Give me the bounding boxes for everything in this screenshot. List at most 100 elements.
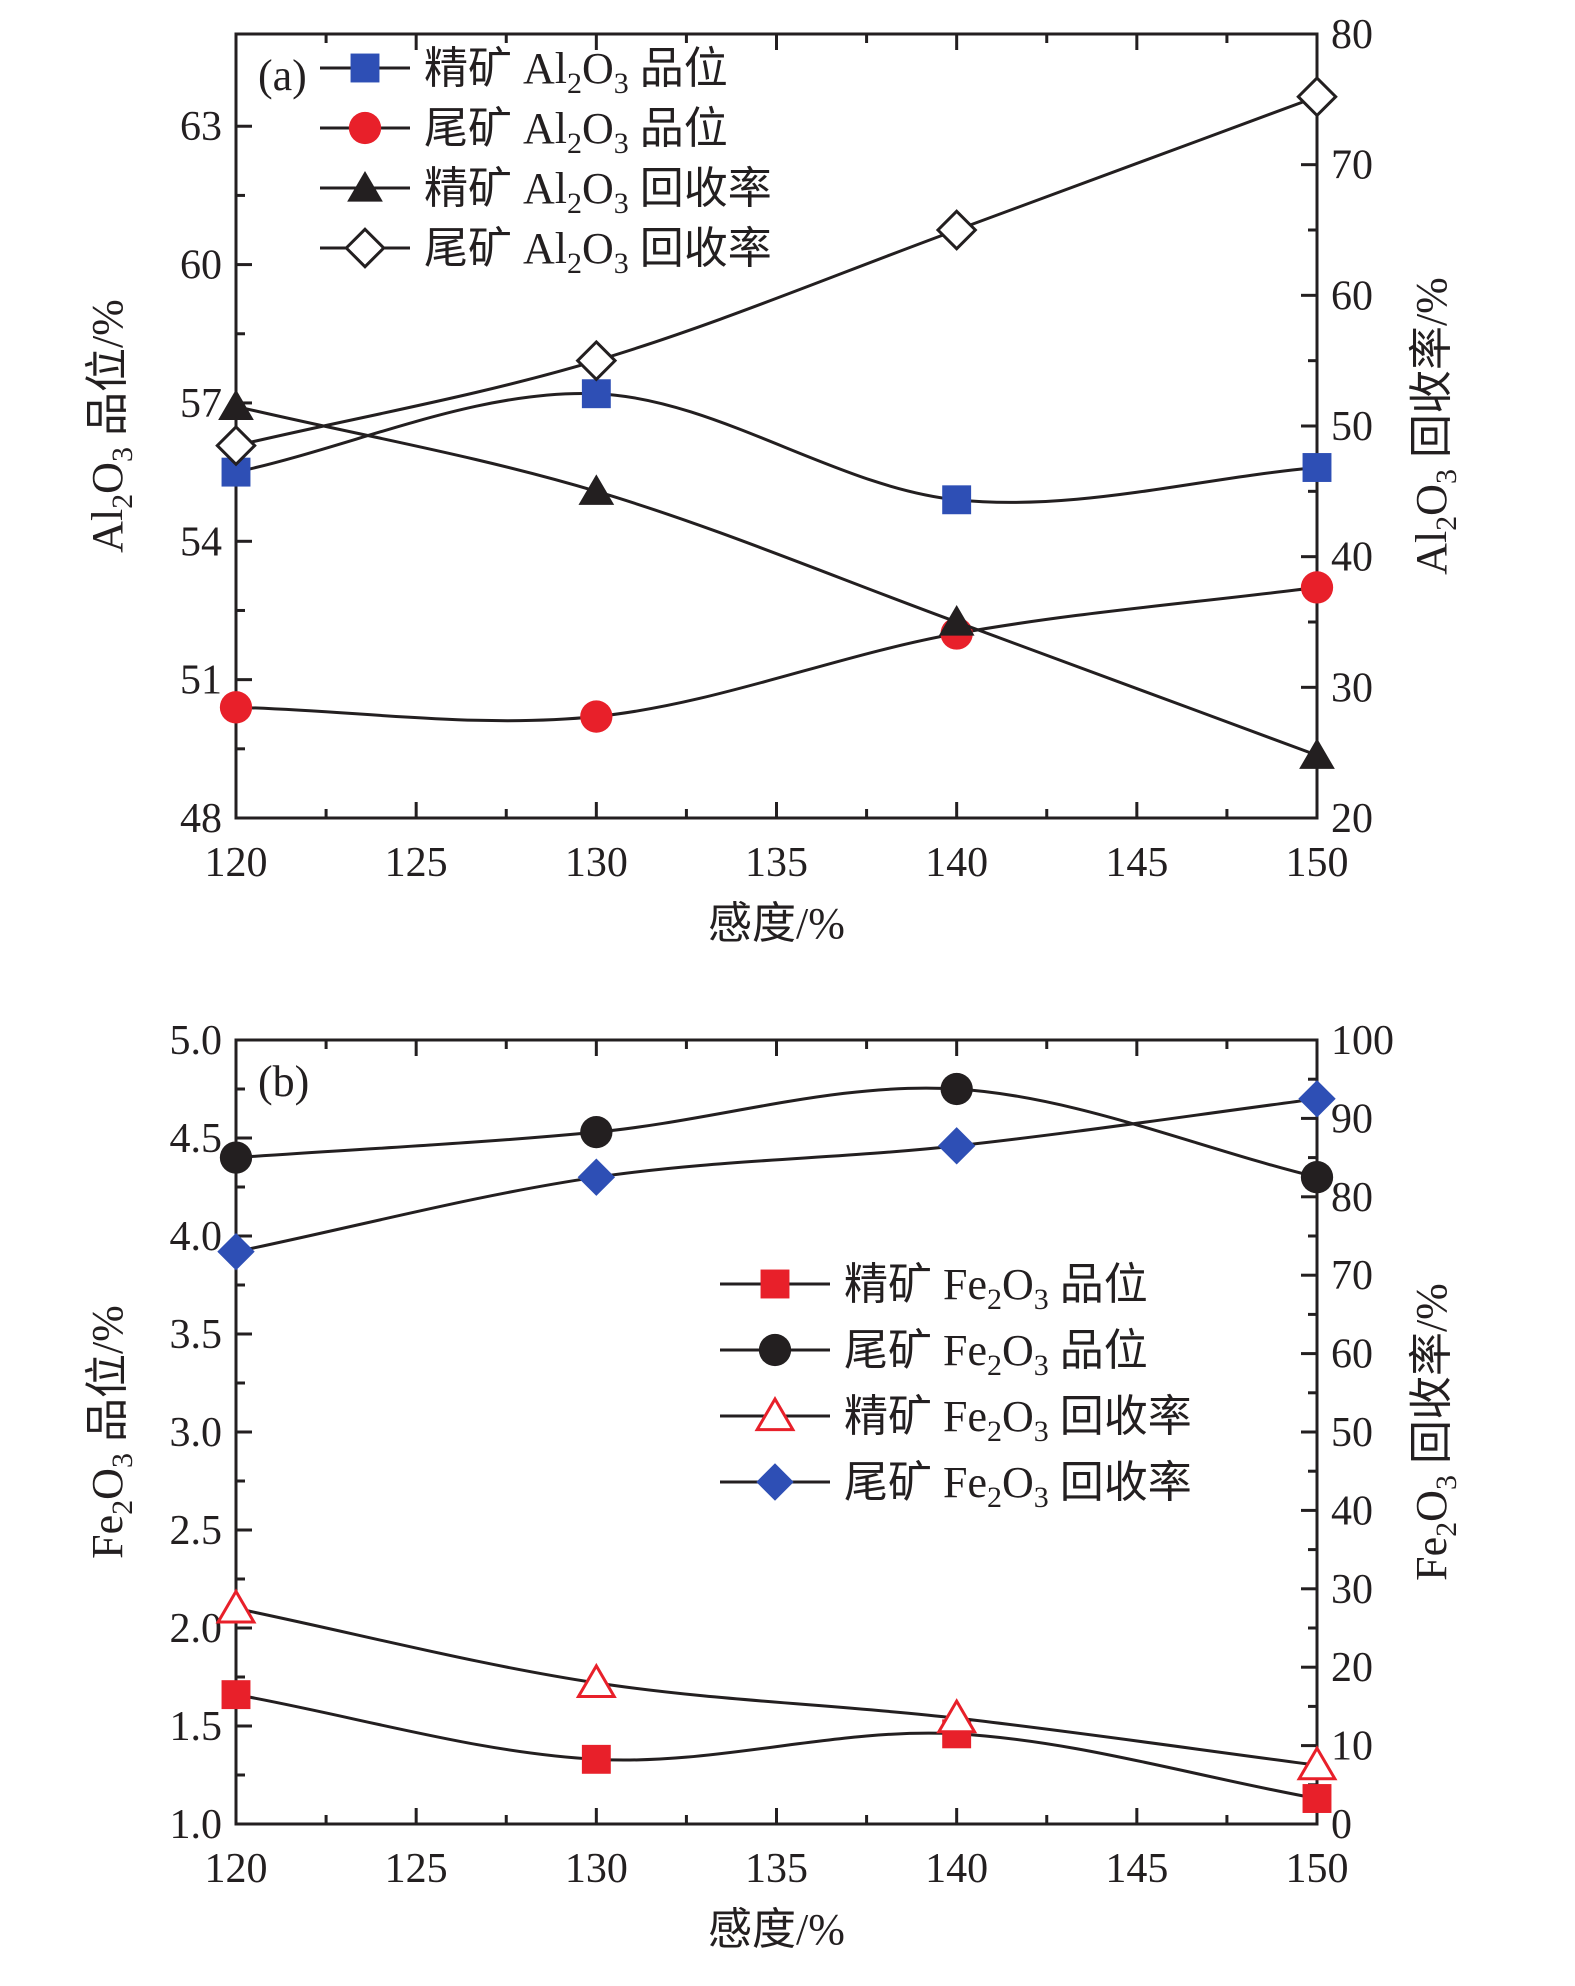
x-tick-label: 125 [385, 1846, 448, 1892]
y-axis-title: Fe2O3 品位/% [83, 1305, 139, 1559]
data-point [1299, 738, 1335, 769]
data-point [1300, 1161, 1334, 1194]
legend-marker [348, 111, 382, 145]
legend-marker [760, 1269, 790, 1299]
x-tick-label: 130 [565, 1846, 628, 1892]
series-line [235, 1606, 1318, 1767]
y-tick-label: 60 [180, 243, 222, 289]
y2-tick-label: 60 [1331, 273, 1373, 319]
y-tick-label: 3.5 [170, 1312, 223, 1358]
x-tick-label: 140 [925, 840, 988, 886]
y2-tick-label: 20 [1331, 796, 1373, 842]
series-1 [219, 571, 1334, 733]
y-tick-label: 63 [180, 104, 222, 150]
data-point [581, 1744, 611, 1774]
y-tick-label: 51 [180, 658, 222, 704]
series-0 [221, 1680, 1332, 1813]
series-line [235, 585, 1318, 723]
chart-panel-b: 120 125 130 135 140 145 150 1.0 1.5 2.0 2.5 3.0 3.5 4… [83, 1018, 1463, 1954]
series-2 [215, 1588, 1338, 1781]
legend-label: 精矿 Al2O3 回收率 [424, 164, 772, 220]
data-point [1296, 75, 1338, 118]
data-point [580, 700, 613, 733]
series-3 [215, 75, 1338, 467]
data-point [940, 1072, 973, 1106]
data-point [219, 1141, 253, 1174]
data-point [221, 1680, 251, 1710]
y-tick-label: 57 [180, 381, 222, 427]
series-line [235, 95, 1318, 448]
legend-marker [350, 53, 380, 83]
y-tick-label: 1.0 [170, 1802, 223, 1848]
y2-tick-label: 80 [1331, 12, 1373, 58]
y2-tick-label: 50 [1331, 404, 1373, 450]
chart-panel-a: 120 125 130 135 140 145 150 48 51 54 57 60 63 20 30 40 5… [83, 12, 1463, 948]
y2-tick-label: 30 [1331, 665, 1373, 711]
y2-tick-label: 70 [1331, 143, 1373, 189]
y-tick-label: 2.5 [170, 1508, 223, 1554]
data-point [575, 339, 618, 382]
data-point [575, 1662, 617, 1698]
legend-marker [347, 171, 383, 202]
data-point [936, 1698, 978, 1734]
x-tick-label: 145 [1105, 1846, 1168, 1892]
series-line [235, 1693, 1318, 1800]
y-tick-label: 48 [180, 796, 222, 842]
y2-tick-label: 10 [1331, 1724, 1373, 1770]
series-line [235, 404, 1318, 757]
data-point [215, 1588, 257, 1624]
data-point [581, 379, 611, 409]
y2-tick-label: 40 [1331, 1488, 1373, 1534]
y-tick-label: 5.0 [170, 1018, 223, 1064]
legend-label: 尾矿 Al2O3 回收率 [424, 224, 772, 280]
y2-tick-label: 50 [1331, 1410, 1373, 1456]
data-point [942, 485, 972, 515]
y2-tick-label: 100 [1331, 1018, 1394, 1064]
x-tick-label: 120 [205, 840, 268, 886]
data-point [938, 605, 975, 636]
series-2 [218, 389, 1335, 769]
y2-axis-title: Al2O3 回收率/% [1407, 277, 1463, 575]
y2-tick-label: 80 [1331, 1175, 1373, 1221]
data-point [217, 1232, 255, 1271]
series-line [235, 391, 1318, 504]
legend-marker [754, 1396, 796, 1432]
y-tick-label: 1.5 [170, 1704, 223, 1750]
data-point [1296, 1745, 1338, 1781]
data-point [935, 209, 978, 251]
x-tick-label: 135 [745, 840, 808, 886]
data-point [1300, 571, 1334, 604]
legend-marker [756, 1463, 794, 1501]
legend-label: 精矿 Fe2O3 品位 [844, 1260, 1148, 1316]
x-tick-label: 135 [745, 1846, 808, 1892]
data-point [578, 474, 615, 505]
data-point [219, 691, 253, 724]
y-tick-label: 2.0 [170, 1606, 223, 1652]
y2-tick-label: 90 [1331, 1096, 1373, 1142]
y2-axis-title: Fe2O3 回收率/% [1407, 1283, 1463, 1581]
data-point [1302, 1784, 1332, 1813]
x-tick-label: 140 [925, 1846, 988, 1892]
y-tick-label: 3.0 [170, 1410, 223, 1456]
panel-label: (a) [258, 51, 307, 100]
x-tick-label: 125 [385, 840, 448, 886]
y2-tick-label: 60 [1331, 1332, 1373, 1378]
x-tick-label: 150 [1286, 840, 1349, 886]
data-point [218, 389, 254, 420]
y-tick-label: 54 [180, 519, 222, 565]
series-1 [219, 1072, 1334, 1194]
legend-label: 精矿 Al2O3 品位 [424, 44, 728, 100]
y2-tick-label: 30 [1331, 1567, 1373, 1613]
series-3 [217, 1080, 1336, 1271]
legend-label: 尾矿 Fe2O3 品位 [844, 1326, 1148, 1382]
x-axis-title: 感度/% [708, 899, 845, 948]
y-tick-label: 4.5 [170, 1116, 223, 1162]
legend-marker [344, 227, 386, 269]
legend-marker [758, 1333, 792, 1367]
x-tick-label: 130 [565, 840, 628, 886]
legend-label: 尾矿 Al2O3 品位 [424, 104, 728, 160]
data-point [1298, 1080, 1336, 1118]
y-axis-title: Al2O3 品位/% [83, 299, 139, 553]
